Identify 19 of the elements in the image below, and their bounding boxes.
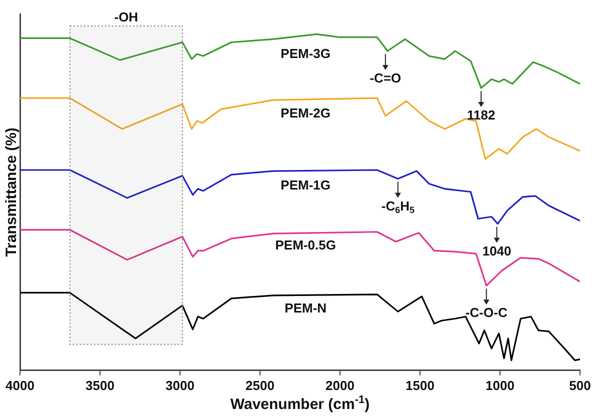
x-tick-label: 2000 xyxy=(326,378,354,393)
x-tick-label: 1500 xyxy=(406,378,434,393)
x-tick-label: 1000 xyxy=(486,378,514,393)
y-axis-title: Transmittance (%) xyxy=(3,128,20,257)
annotation: 1182 xyxy=(467,108,496,123)
series-label: PEM-3G xyxy=(280,46,331,61)
annotation: 1040 xyxy=(482,243,512,258)
series-label: PEM-0.5G xyxy=(275,237,336,252)
x-tick-label: 4000 xyxy=(6,378,34,393)
x-tick-label: 3000 xyxy=(166,378,194,393)
x-tick-label: 500 xyxy=(569,378,591,393)
annotation: -C-O-C xyxy=(465,305,508,320)
band-label: -OH xyxy=(114,10,138,25)
series-label: PEM-1G xyxy=(280,178,331,193)
series-label: PEM-2G xyxy=(280,106,331,121)
x-tick-label: 3500 xyxy=(86,378,114,393)
series-label: PEM-N xyxy=(284,300,327,316)
x-tick-label: 2500 xyxy=(246,378,274,393)
annotation: -C=O xyxy=(370,70,402,86)
